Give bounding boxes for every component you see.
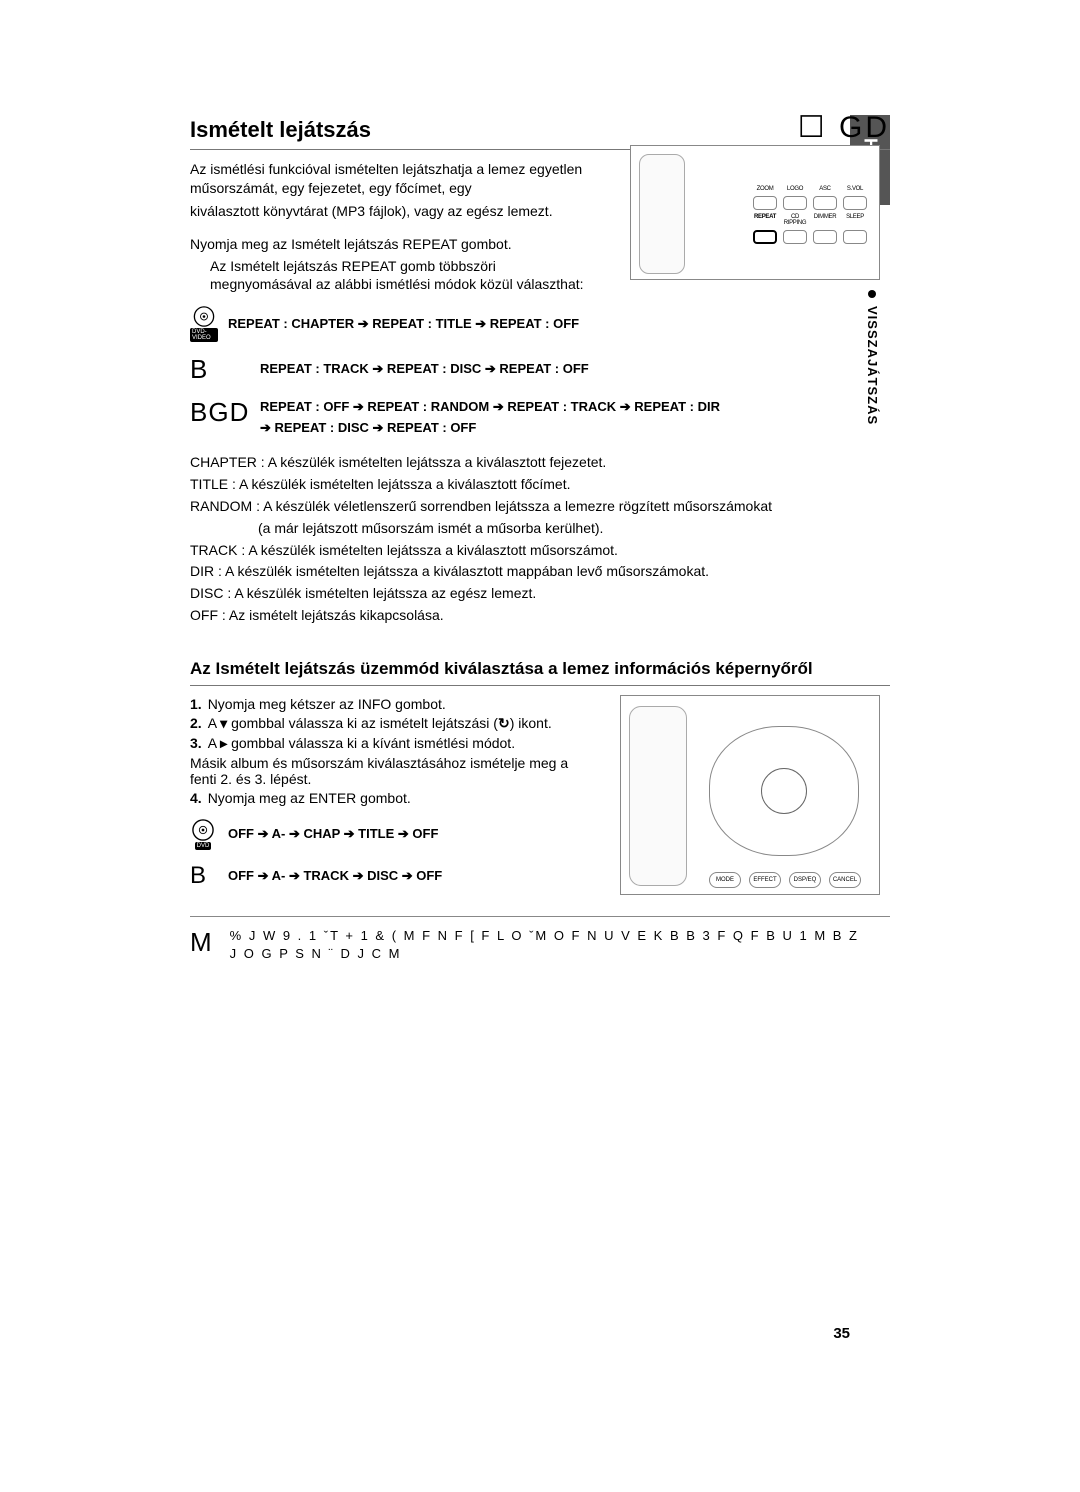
cdripping-button <box>783 230 807 244</box>
logo-button <box>783 196 807 210</box>
note-text: % J W 9 . 1 ˇT + 1 & ( M F N F [ F L O ˇ… <box>230 927 859 962</box>
header-row: Ismételt lejátszás ☐ GD <box>190 110 890 150</box>
seq1-text: REPEAT : CHAPTER ➔ REPEAT : TITLE ➔ REPE… <box>228 314 579 335</box>
step-sub: Az Ismételt lejátszás REPEAT gomb többsz… <box>210 257 600 295</box>
dvd-icon: DVD <box>190 816 216 852</box>
step-3: 3.A ▸ gombbal válassza ki a kívánt ismét… <box>190 735 590 752</box>
def-random: RANDOM : A készülék véletlenszerű sorren… <box>190 497 890 516</box>
def-chapter: CHAPTER : A készülék ismételten lejátssz… <box>190 453 890 472</box>
note-m-icon: M <box>190 927 212 962</box>
page-number: 35 <box>833 1325 850 1342</box>
sequence-row-1: DVD-VIDEO REPEAT : CHAPTER ➔ REPEAT : TI… <box>190 306 890 342</box>
remote-illustration-2: MODE EFFECT DSP/EQ CANCEL <box>620 695 880 895</box>
remote-illustration-1: ZOOM LOGO ASC S.VOL REPEAT CD RIPPING DI… <box>630 145 880 280</box>
dspeq-button: DSP/EQ <box>789 872 821 888</box>
header-right-tag: ☐ GD <box>798 110 890 145</box>
dimmer-button <box>813 230 837 244</box>
intro-p1: Az ismétlési funkcióval ismételten leját… <box>190 160 590 198</box>
remote2-under-buttons: MODE EFFECT DSP/EQ CANCEL <box>709 872 861 888</box>
definitions: CHAPTER : A készülék ismételten lejátssz… <box>190 453 890 625</box>
sequence-row-3: BGD REPEAT : OFF ➔ REPEAT : RANDOM ➔ REP… <box>190 397 890 439</box>
mode-button: MODE <box>709 872 741 888</box>
sub-header: Az Ismételt lejátszás üzemmód kiválasztá… <box>190 659 890 686</box>
step-1: 1.Nyomja meg kétszer az INFO gombot. <box>190 696 590 712</box>
def-title: TITLE : A készülék ismételten lejátssza … <box>190 475 890 494</box>
seq2-row2-label: B <box>190 862 216 890</box>
seq2-label: B <box>190 354 250 385</box>
seq2-text: REPEAT : TRACK ➔ REPEAT : DISC ➔ REPEAT … <box>260 359 589 380</box>
page-title: Ismételt lejátszás <box>190 117 371 143</box>
asc-button <box>813 196 837 210</box>
seq2-row2-text: OFF ➔ A- ➔ TRACK ➔ DISC ➔ OFF <box>228 868 442 884</box>
remote1-button-grid: ZOOM LOGO ASC S.VOL REPEAT CD RIPPING DI… <box>753 186 867 244</box>
sequence-row-2: B REPEAT : TRACK ➔ REPEAT : DISC ➔ REPEA… <box>190 354 890 385</box>
numbered-steps: 1.Nyomja meg kétszer az INFO gombot. 2.A… <box>190 696 590 806</box>
seq2-row1-text: OFF ➔ A- ➔ CHAP ➔ TITLE ➔ OFF <box>228 826 438 842</box>
step-4: 4.Nyomja meg az ENTER gombot. <box>190 790 590 806</box>
step-2: 2.A ▾ gombbal válassza ki az ismételt le… <box>190 715 590 732</box>
sleep-button <box>843 230 867 244</box>
mini-remote2-icon <box>629 706 687 886</box>
seq3-text: REPEAT : OFF ➔ REPEAT : RANDOM ➔ REPEAT … <box>260 397 720 439</box>
dvd-video-icon: DVD-VIDEO <box>190 306 218 342</box>
intro-p2: kiválasztott könyvtárat (MP3 fájlok), va… <box>190 202 590 221</box>
def-track: TRACK : A készülék ismételten lejátssza … <box>190 541 890 560</box>
step-3-sub: Másik album és műsorszám kiválasztásához… <box>190 755 590 787</box>
effect-button: EFFECT <box>749 872 781 888</box>
cancel-button: CANCEL <box>829 872 861 888</box>
zoom-button <box>753 196 777 210</box>
def-random-sub: (a már lejátszott műsorszám ismét a műso… <box>258 519 890 538</box>
seq3-label: BGD <box>190 397 250 428</box>
dpad-icon <box>709 726 859 856</box>
svol-button <box>843 196 867 210</box>
note-row: M % J W 9 . 1 ˇT + 1 & ( M F N F [ F L O… <box>190 916 890 962</box>
def-off: OFF : Az ismételt lejátszás kikapcsolása… <box>190 606 890 625</box>
def-dir: DIR : A készülék ismételten lejátssza a … <box>190 562 890 581</box>
mini-remote-icon <box>639 154 685 274</box>
repeat-button <box>753 230 777 244</box>
def-disc: DISC : A készülék ismételten lejátssza a… <box>190 584 890 603</box>
